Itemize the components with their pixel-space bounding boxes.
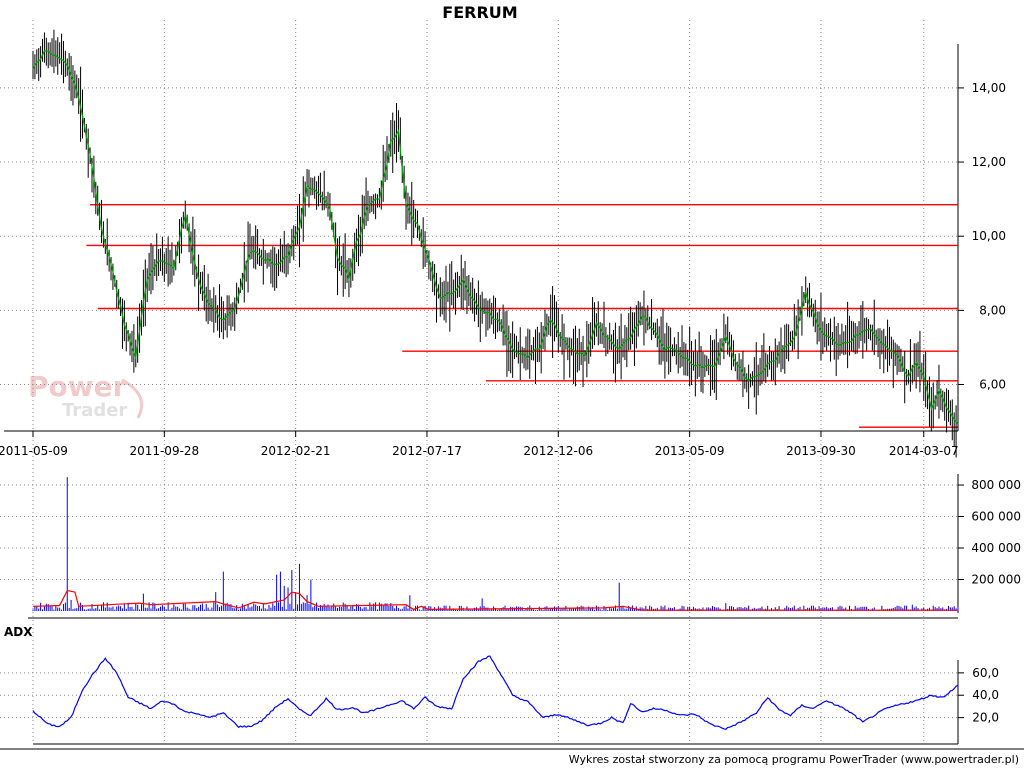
x-tick-label: 2013-09-30: [786, 444, 856, 458]
price-y-tick-label: 8,00: [979, 303, 1006, 317]
adx-panel-label: ADX: [4, 625, 33, 639]
volume-y-tick-label: 800 000: [971, 478, 1021, 492]
x-tick-label: 2013-05-09: [655, 444, 725, 458]
x-tick-label: 2014-03-07: [889, 444, 959, 458]
volume-y-tick-label: 200 000: [971, 573, 1021, 587]
price-y-tick-label: 10,00: [972, 229, 1006, 243]
price-y-tick-label: 14,00: [972, 81, 1006, 95]
adx-line: [32, 655, 959, 730]
x-tick-label: 2012-02-21: [261, 444, 331, 458]
powertrader-watermark: Power Trader: [28, 370, 143, 421]
volume-panel: 200 000 400 000 600 000 800 000: [0, 474, 1021, 619]
x-tick-label: 2012-07-17: [392, 444, 462, 458]
adx-y-tick-label: 40,0: [972, 688, 999, 702]
watermark-line2: Trader: [62, 400, 127, 421]
adx-y-tick-label: 20,0: [972, 711, 999, 725]
price-y-tick-label: 12,00: [972, 155, 1006, 169]
chart-title: FERRUM: [442, 3, 517, 22]
footer-credit: Wykres został stworzony za pomocą progra…: [569, 753, 1019, 766]
adx-panel: 20,0 40,0 60,0: [0, 655, 999, 745]
price-y-tick-label: 6,00: [979, 378, 1006, 392]
volume-y-tick-label: 600 000: [971, 510, 1021, 524]
x-tick-label: 2012-12-06: [523, 444, 593, 458]
price-panel: 2011-05-09 2011-09-28 2012-02-21 2012-07-17…: [0, 20, 1006, 744]
price-ma-line: [32, 50, 959, 425]
x-tick-label: 2011-09-28: [129, 444, 199, 458]
volume-y-tick-label: 400 000: [971, 541, 1021, 555]
adx-y-tick-label: 60,0: [972, 666, 999, 680]
volume-ma-line: [32, 589, 958, 611]
watermark-line1: Power: [28, 370, 127, 403]
x-tick-label: 2011-05-09: [0, 444, 68, 458]
watermark-swoosh-icon: [121, 378, 143, 419]
